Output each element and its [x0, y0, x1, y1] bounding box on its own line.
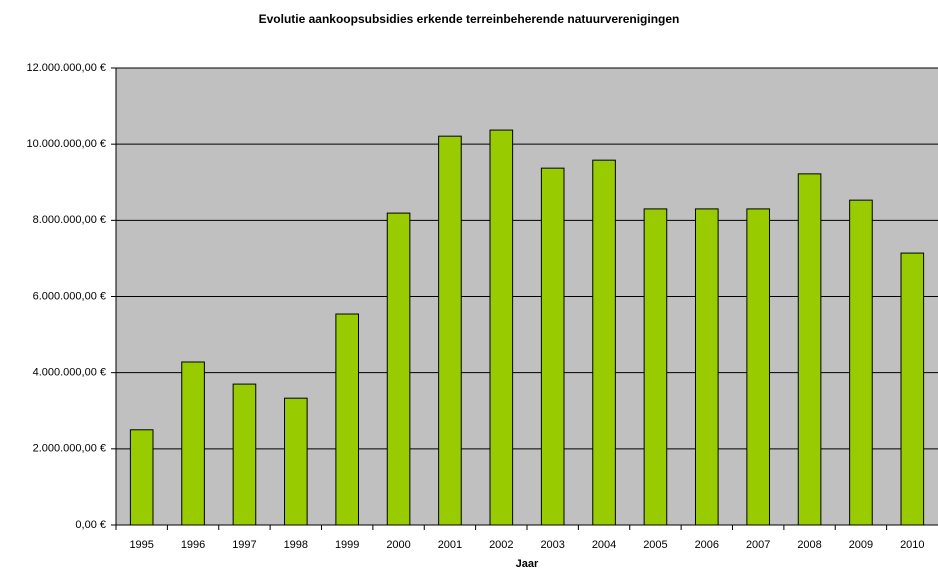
bar — [181, 361, 205, 526]
x-tick-label: 2005 — [643, 539, 667, 551]
y-tick-label: 2.000.000,00 € — [33, 443, 106, 455]
y-tick-label: 10.000.000,00 € — [26, 138, 106, 150]
y-tick-label: 6.000.000,00 € — [33, 290, 106, 302]
bar — [232, 383, 257, 526]
x-tick-label: 2002 — [489, 539, 513, 551]
x-tick-label: 1998 — [284, 539, 308, 551]
x-tick-label: 1996 — [181, 539, 205, 551]
x-tick-label: 2007 — [746, 539, 770, 551]
bar — [695, 208, 719, 526]
x-tick-label: 2010 — [900, 539, 924, 551]
bar — [489, 129, 514, 526]
bar — [438, 135, 462, 526]
x-tick-label: 1999 — [335, 539, 359, 551]
y-tick-label: 12.000.000,00 € — [26, 62, 106, 74]
y-tick-label: 4.000.000,00 € — [33, 367, 106, 379]
bar — [540, 167, 565, 526]
y-tick-label: 0,00 € — [75, 519, 106, 531]
x-tick-label: 2003 — [540, 539, 564, 551]
bar — [129, 429, 154, 526]
bar — [797, 173, 822, 526]
x-tick-label: 2006 — [695, 539, 719, 551]
bar — [900, 252, 925, 526]
bar — [284, 397, 308, 526]
x-tick-label: 2009 — [849, 539, 873, 551]
bar — [643, 208, 668, 526]
y-tick-label: 8.000.000,00 € — [33, 214, 106, 226]
x-tick-label: 2004 — [592, 539, 616, 551]
x-tick-label: 2008 — [797, 539, 821, 551]
x-tick-label: 1995 — [129, 539, 153, 551]
bar — [746, 208, 770, 526]
bar — [386, 212, 411, 526]
x-axis-title: Jaar — [516, 558, 539, 570]
bar — [335, 313, 359, 526]
bar — [592, 159, 616, 526]
x-tick-label: 2000 — [386, 539, 410, 551]
chart-title: Evolutie aankoopsubsidies erkende terrei… — [259, 12, 680, 26]
x-tick-label: 2001 — [438, 539, 462, 551]
x-tick-label: 1997 — [232, 539, 256, 551]
bar — [849, 199, 873, 526]
